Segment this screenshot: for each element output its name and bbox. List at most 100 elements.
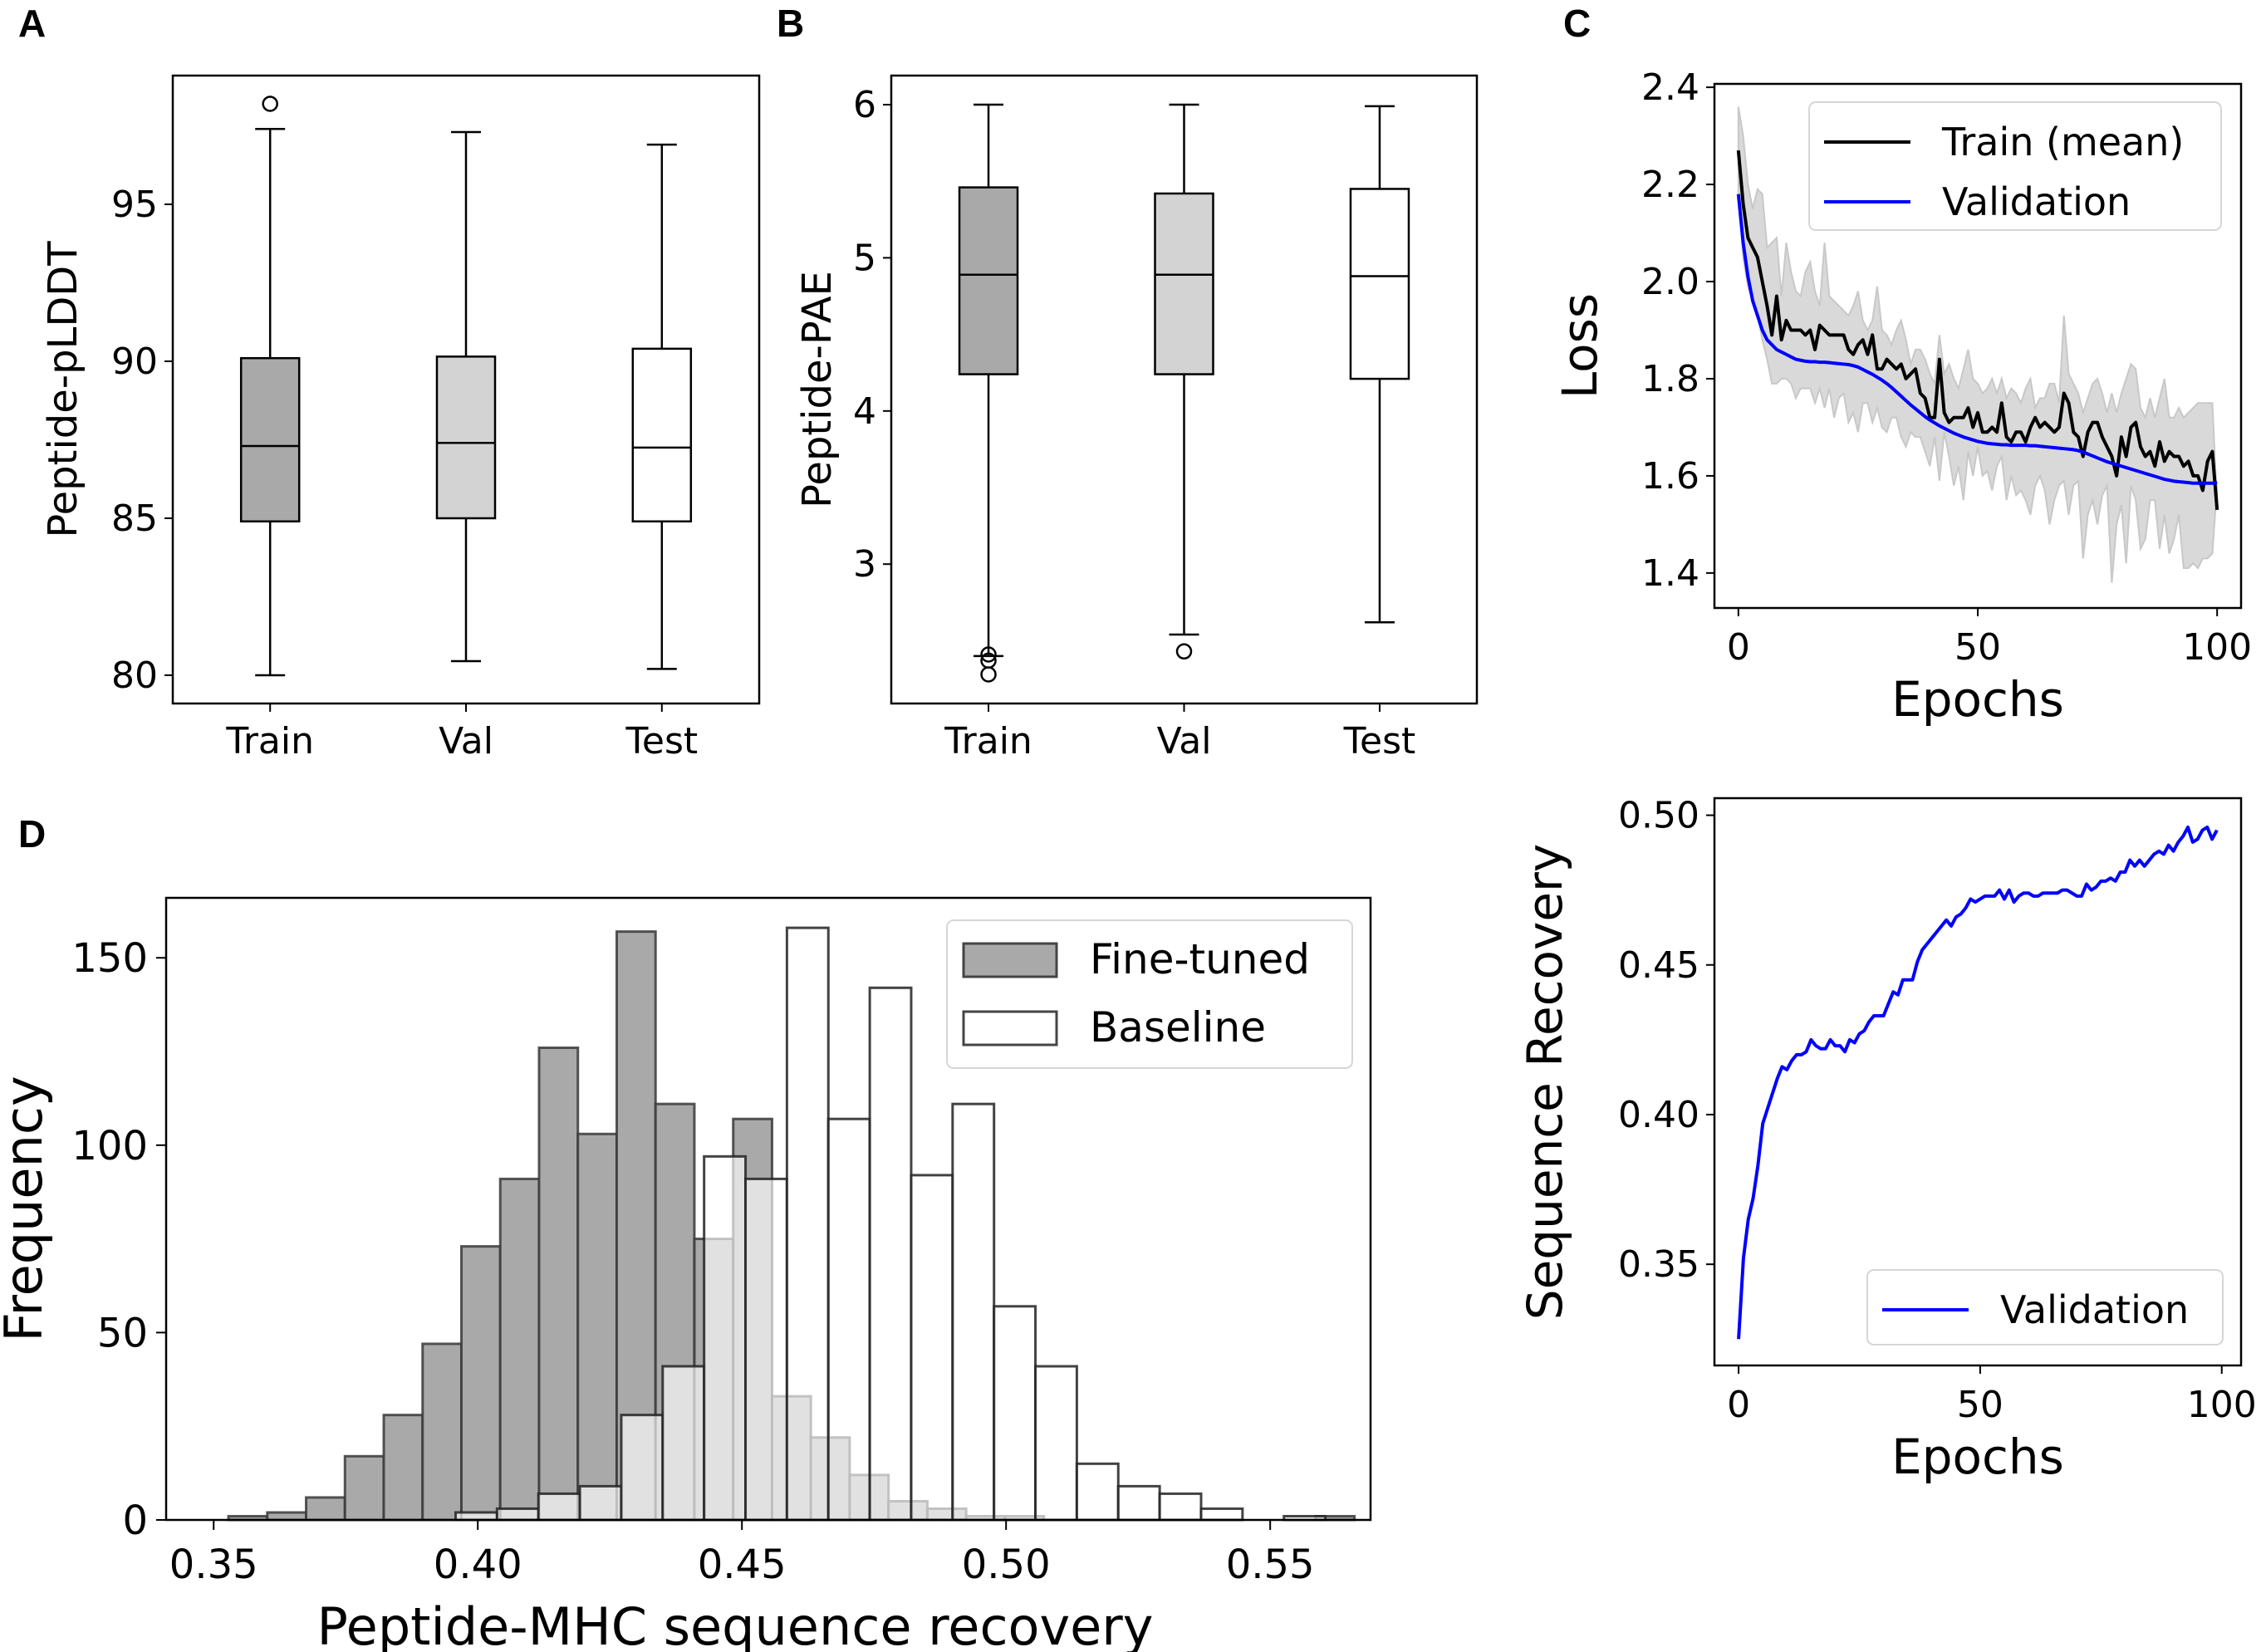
- legend-label: Fine-tuned: [1090, 935, 1310, 983]
- legend-entry: Validation: [1882, 1287, 2189, 1332]
- y-tick-label: 0.50: [1618, 795, 1699, 837]
- iqr-box: [239, 356, 301, 523]
- y-axis-label: Peptide-PAE: [794, 271, 841, 508]
- y-axis-label: Sequence Recovery: [1517, 844, 1573, 1320]
- x-tick-label: Test: [1343, 720, 1416, 762]
- plot-frame: [171, 74, 761, 705]
- x-tick-label: 50: [1957, 1384, 2004, 1426]
- x-tick-label: 100: [2187, 1384, 2257, 1426]
- histogram-bar: [343, 1454, 385, 1522]
- x-tick-label: 0.55: [1226, 1542, 1315, 1588]
- panel-sequence-recovery-chart: 0 50 100 0.35 0.40 0.45 0.50 Epochs Sequence Rec…: [1517, 795, 2257, 1485]
- panel-letter-b: B: [777, 2, 804, 45]
- y-tick-label: 6: [853, 84, 876, 126]
- y-tick-label: 2.2: [1641, 164, 1699, 206]
- box-val: [1154, 103, 1214, 660]
- y-tick-label: 2.0: [1641, 261, 1699, 303]
- histogram-bar: [537, 1492, 581, 1522]
- outlier-point: [980, 646, 997, 663]
- y-tick-label: 5: [853, 237, 876, 279]
- histogram-bar: [785, 926, 830, 1522]
- plot-frame: [890, 74, 1479, 705]
- iqr-box: [631, 347, 693, 523]
- histogram-bar: [620, 1414, 665, 1522]
- legend: Fine-tuned Baseline: [946, 919, 1353, 1069]
- x-tick-label: Test: [625, 720, 698, 762]
- plot-frame: [164, 896, 1372, 1522]
- panel-a-boxplot: Train Val Test 80 85 90 95 Peptide-pLDDT: [40, 74, 761, 762]
- histogram-bar: [1075, 1462, 1120, 1522]
- legend-label: Validation: [1942, 179, 2131, 224]
- y-tick-label: 2.4: [1641, 66, 1699, 109]
- panel-d-histogram: 0.35 0.40 0.45 0.50 0.55 0 50 100 150 Peptide-MHC…: [0, 896, 1372, 1652]
- histogram-bar: [703, 1154, 748, 1522]
- train-mean-line: [1736, 150, 2219, 511]
- validation-line: [1736, 194, 2218, 485]
- baseline-bars: [454, 926, 1327, 1522]
- y-tick-label: 50: [97, 1310, 148, 1356]
- panel-c-loss-chart: 0 50 100 1.4 1.6 1.8 2.0 2.2 2.4 Epochs Loss Train …: [1552, 66, 2252, 728]
- y-tick-label: 1.8: [1641, 358, 1699, 400]
- x-tick-label: 0.45: [698, 1542, 787, 1588]
- box-val: [435, 130, 497, 663]
- histogram-bar: [744, 1177, 788, 1522]
- histogram-bar: [1116, 1484, 1161, 1522]
- histogram-bar: [454, 1511, 498, 1522]
- panel-b-boxplot: Train Val Test 3 4 5 6 Peptide-PAE: [794, 74, 1479, 762]
- x-tick-label: 0: [1727, 1384, 1750, 1426]
- x-tick-label: 0.35: [169, 1542, 258, 1588]
- legend-label: Validation: [2000, 1287, 2189, 1332]
- legend-entry: Fine-tuned: [962, 935, 1310, 983]
- y-tick-label: 1.6: [1641, 455, 1699, 498]
- y-tick-label: 0.35: [1618, 1243, 1699, 1286]
- histogram-bar: [868, 986, 913, 1522]
- x-tick-label: Train: [944, 720, 1032, 762]
- iqr-box: [958, 186, 1019, 375]
- panel-letter-d: D: [18, 812, 46, 855]
- histogram-bar: [1034, 1365, 1078, 1522]
- legend-entry: Train (mean): [1824, 120, 2184, 164]
- y-tick-label: 150: [71, 935, 148, 982]
- histogram-bar: [910, 1174, 954, 1522]
- histogram-bar: [266, 1511, 308, 1522]
- x-axis-label: Peptide-MHC sequence recovery: [317, 1596, 1154, 1652]
- y-tick-label: 85: [111, 498, 158, 540]
- histogram-bar: [421, 1342, 463, 1522]
- x-tick-label: Train: [225, 720, 314, 762]
- y-tick-label: 1.4: [1641, 552, 1699, 595]
- histogram-bar: [1158, 1492, 1203, 1522]
- plot-frame: [1713, 797, 2243, 1367]
- histogram-bar: [495, 1507, 540, 1522]
- y-tick-label: 3: [853, 543, 876, 586]
- validation-line: [1737, 825, 2219, 1340]
- histogram-bar: [498, 1177, 541, 1522]
- y-axis-label: Peptide-pLDDT: [40, 241, 86, 538]
- legend-entry: Validation: [1824, 179, 2131, 224]
- iqr-box: [1349, 188, 1410, 380]
- x-axis-label: Epochs: [1891, 671, 2064, 728]
- histogram-bar: [993, 1305, 1037, 1522]
- iqr-box: [435, 355, 497, 520]
- box-train: [958, 103, 1019, 683]
- y-tick-label: 4: [853, 390, 876, 433]
- y-tick-label: 90: [111, 341, 158, 383]
- y-axis-label: Loss: [1552, 293, 1608, 399]
- histogram-bar: [460, 1245, 502, 1522]
- x-tick-label: 0: [1727, 626, 1750, 669]
- y-tick-label: 95: [111, 184, 158, 226]
- outlier-point: [980, 666, 997, 683]
- histogram-bar: [661, 1365, 706, 1522]
- y-tick-label: 0: [122, 1498, 148, 1544]
- histogram-bar: [951, 1102, 996, 1522]
- legend: Train (mean) Validation: [1808, 101, 2222, 231]
- iqr-box: [1154, 192, 1214, 375]
- histogram-bar: [382, 1414, 424, 1522]
- panel-letter-a: A: [18, 2, 46, 45]
- box-test: [1349, 105, 1410, 624]
- x-tick-label: 0.40: [434, 1542, 522, 1588]
- y-tick-label: 0.40: [1618, 1094, 1699, 1136]
- legend-entry: Baseline: [962, 1003, 1266, 1051]
- histogram-bar: [826, 1117, 871, 1522]
- x-tick-label: 100: [2182, 626, 2252, 669]
